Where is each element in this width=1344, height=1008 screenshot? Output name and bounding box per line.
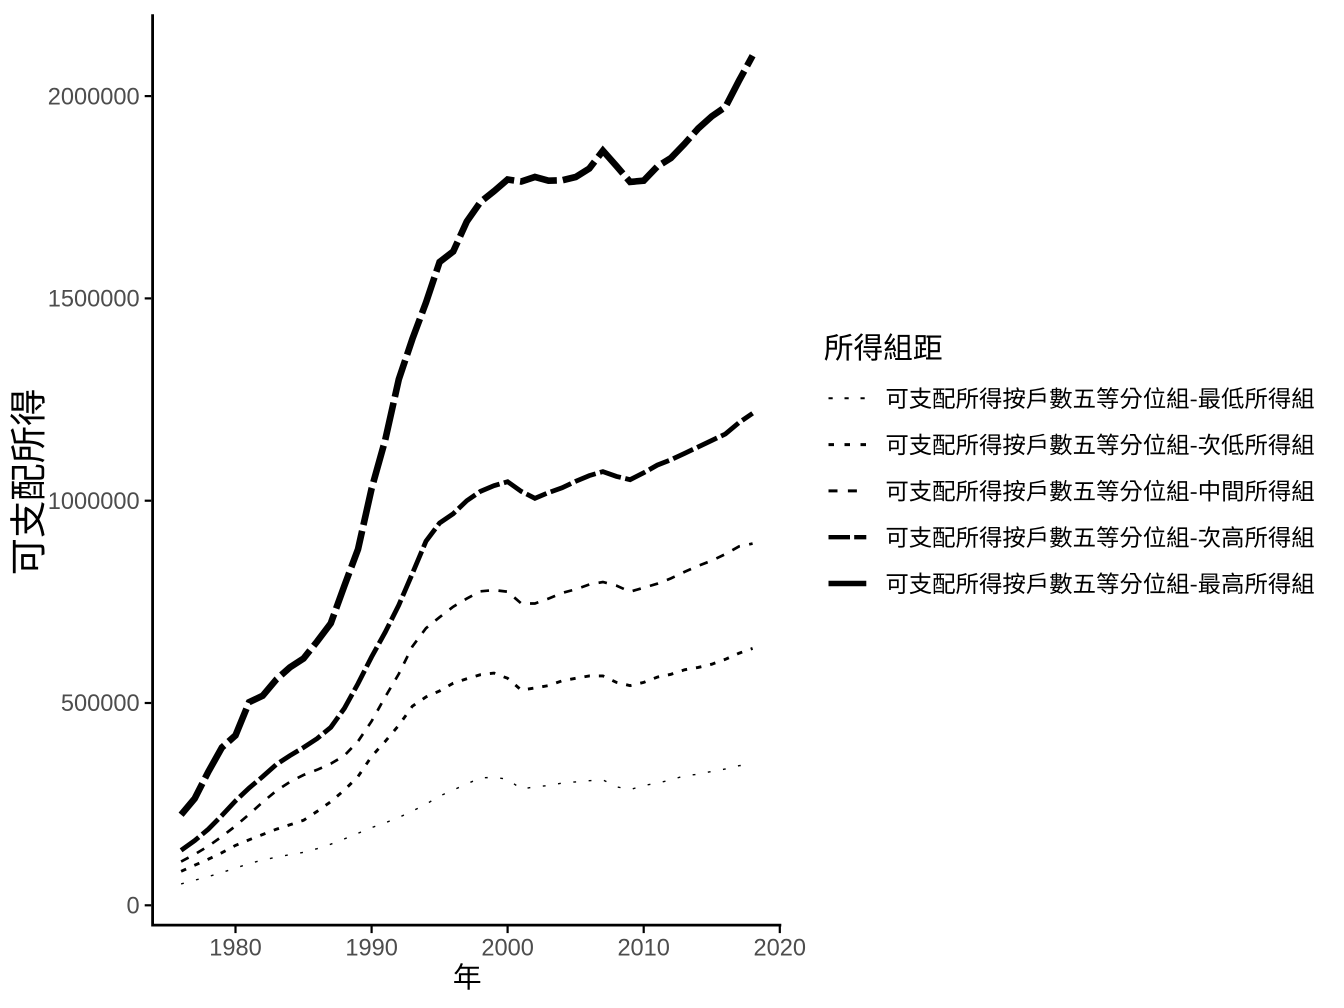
svg-text:2000: 2000 xyxy=(481,935,534,961)
svg-text:1500000: 1500000 xyxy=(48,287,140,313)
svg-text:0: 0 xyxy=(126,894,139,920)
svg-text:2000000: 2000000 xyxy=(48,84,140,110)
svg-text:1000000: 1000000 xyxy=(48,489,140,515)
svg-text:500000: 500000 xyxy=(61,691,140,717)
svg-text:1990: 1990 xyxy=(345,935,398,961)
svg-text:2020: 2020 xyxy=(754,935,807,961)
svg-text:2010: 2010 xyxy=(617,935,670,961)
svg-text:1980: 1980 xyxy=(209,935,262,961)
